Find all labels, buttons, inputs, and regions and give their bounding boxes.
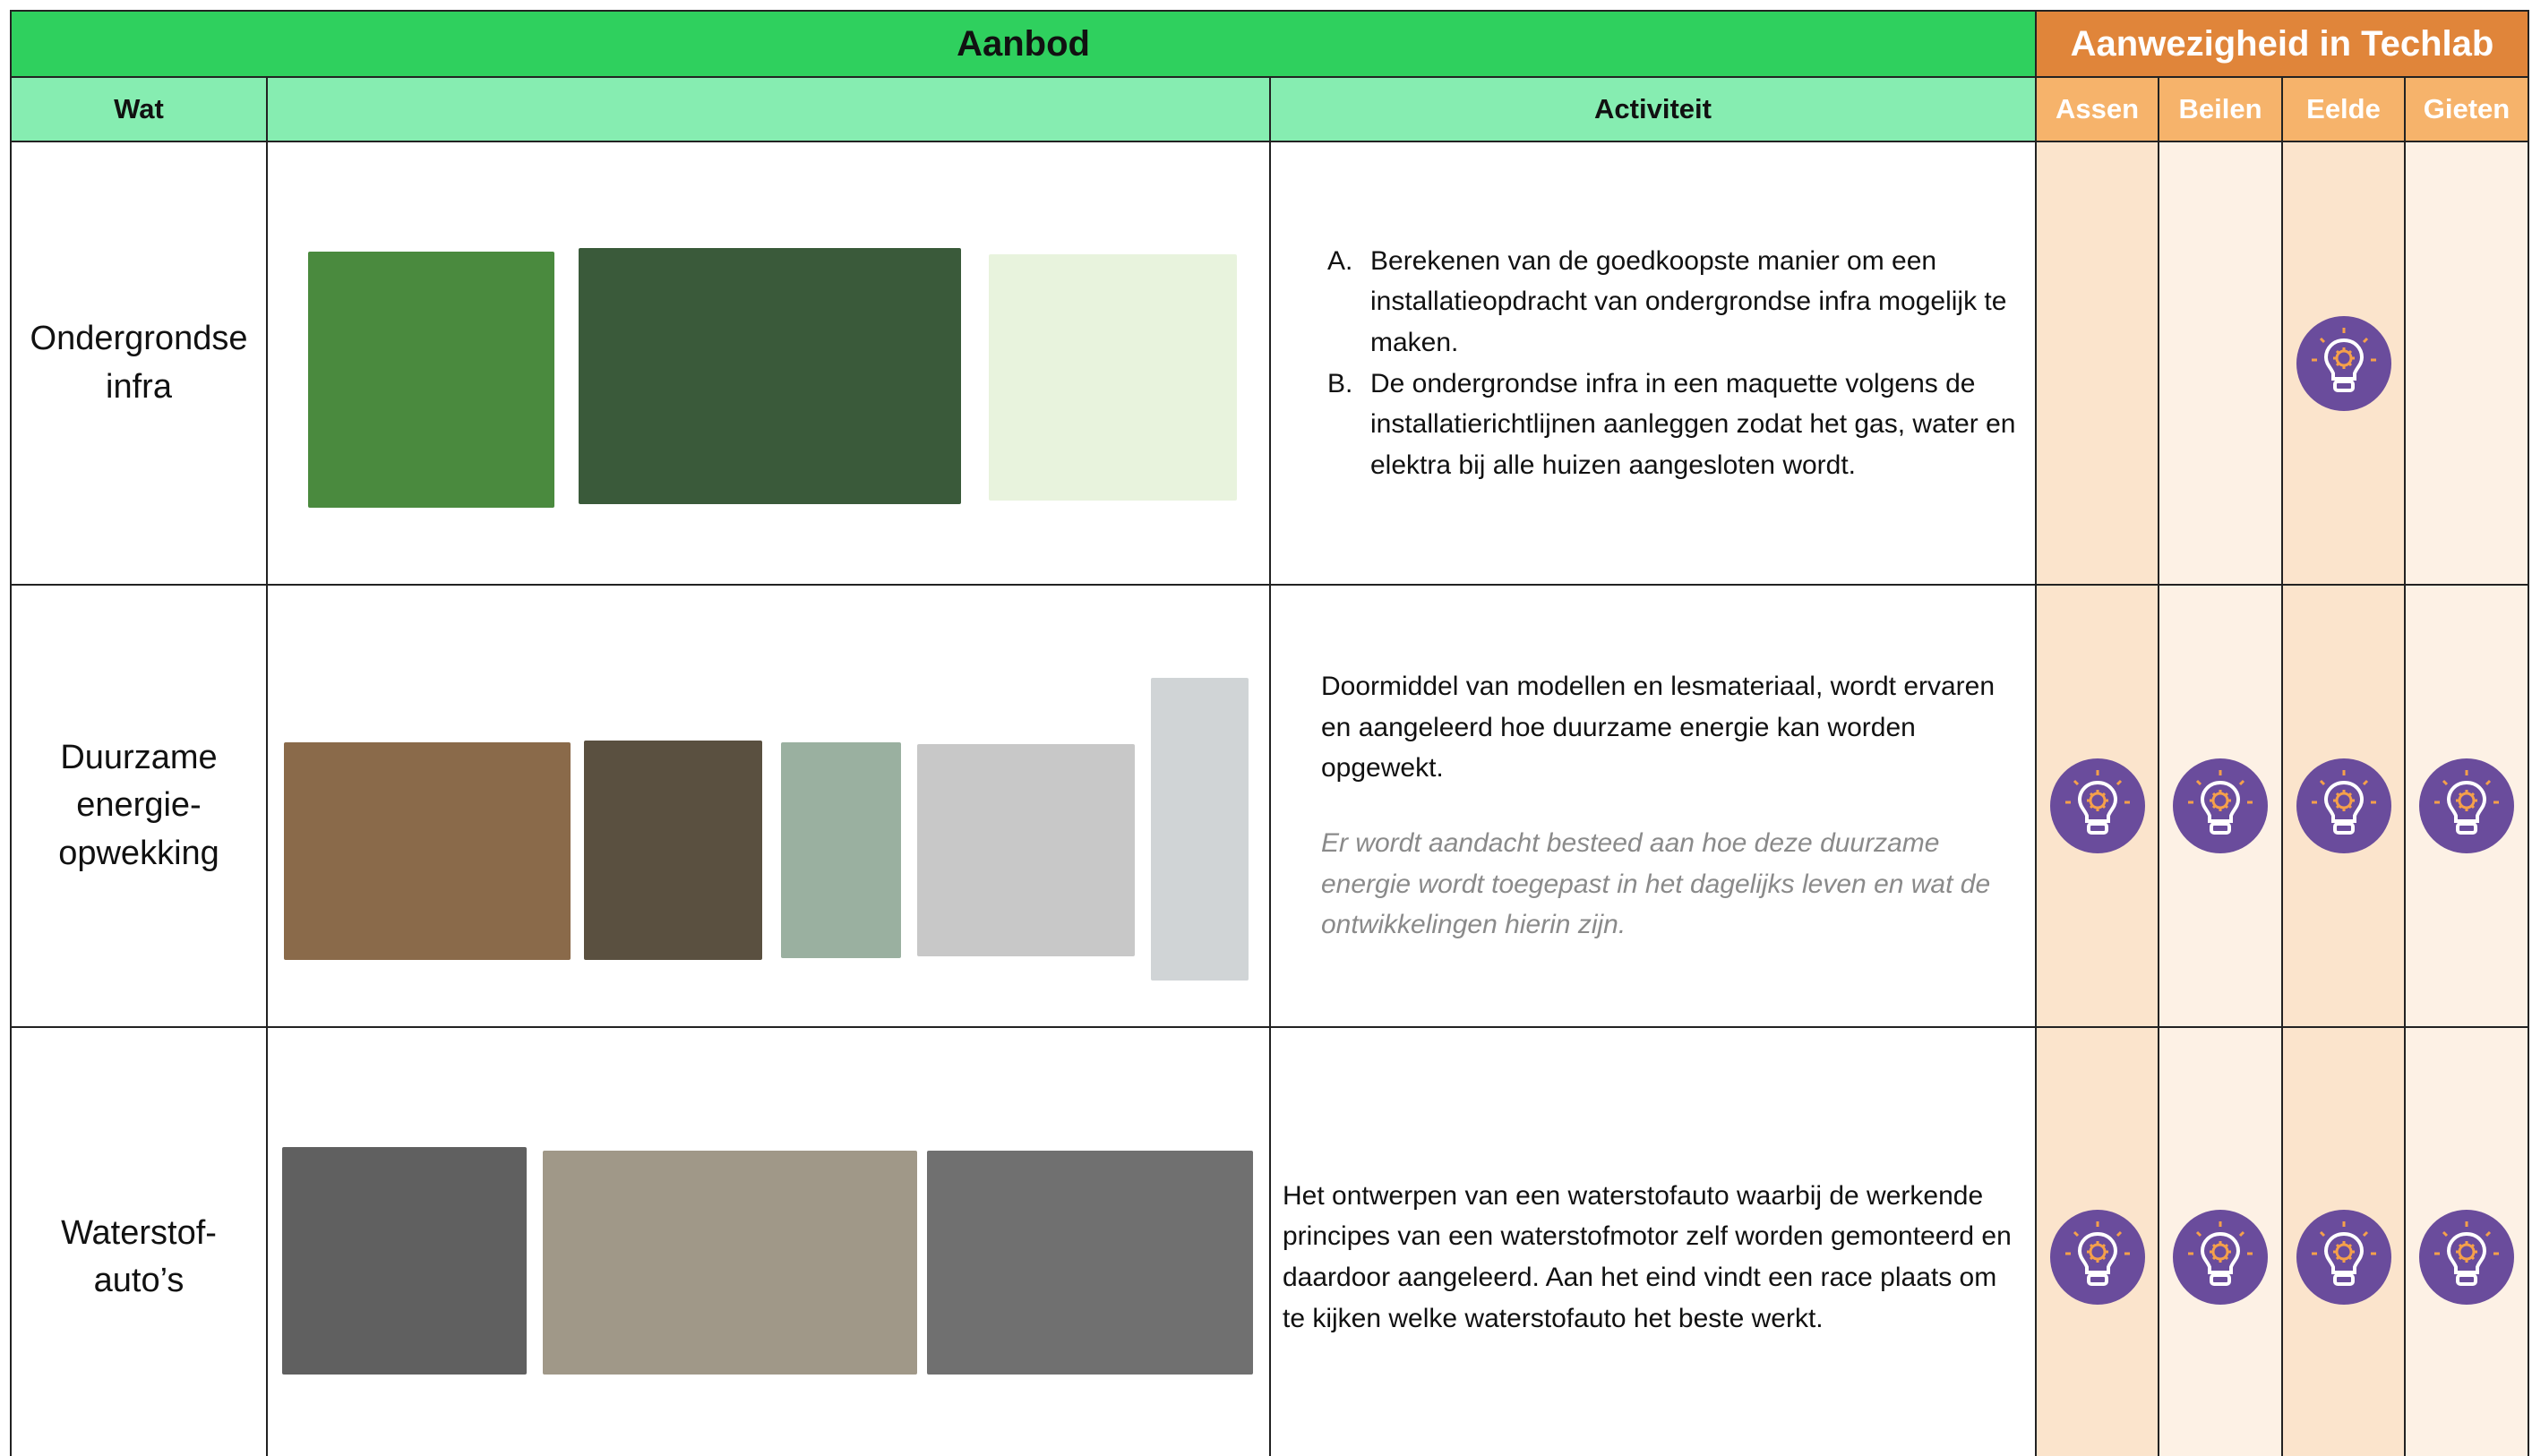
photo (307, 251, 554, 508)
lightbulb-icon (2296, 758, 2391, 853)
list-marker: A. (1327, 245, 1353, 276)
presence-cell (2035, 141, 2159, 586)
col-wat: Wat (10, 76, 268, 142)
photo (989, 254, 1238, 501)
activity-text: Het ontwerpen van een waterstofauto waar… (1271, 1176, 2019, 1339)
photo (283, 741, 571, 960)
row-name: Duurzame energie-opwekking (10, 584, 268, 1028)
presence-cell (2404, 1026, 2529, 1456)
presence-cell (2158, 584, 2283, 1028)
activity-text: A. Berekenen van de goedkoopste manier om… (1271, 241, 2019, 486)
list-item: B. De ondergrondse infra in een maquette … (1327, 364, 2019, 486)
photo (543, 1151, 918, 1375)
lightbulb-icon (2419, 1210, 2514, 1305)
col-activiteit: Activiteit (1269, 76, 2037, 142)
list-marker: B. (1327, 368, 1353, 398)
lightbulb-icon (2173, 758, 2268, 853)
lightbulb-icon (2049, 758, 2145, 853)
presence-cell (2281, 584, 2406, 1028)
lightbulb-icon (2419, 758, 2514, 853)
list-text: Berekenen van de goedkoopste manier om e… (1370, 245, 2007, 357)
photo (281, 1147, 528, 1375)
header-aanwezigheid: Aanwezigheid in Techlab (2035, 10, 2529, 78)
col-location: Beilen (2158, 76, 2283, 142)
row-name: Waterstof-auto’s (10, 1026, 268, 1456)
photo (917, 743, 1135, 956)
presence-cell (2035, 584, 2159, 1028)
list-item: A. Berekenen van de goedkoopste manier om… (1327, 241, 2019, 364)
col-images (266, 76, 1271, 142)
photo (583, 741, 762, 960)
paragraph: Het ontwerpen van een waterstofauto waar… (1283, 1180, 2012, 1333)
photo (579, 247, 962, 504)
photo (1151, 677, 1249, 981)
col-location: Assen (2035, 76, 2159, 142)
presence-cell (2404, 584, 2529, 1028)
photo (927, 1151, 1254, 1375)
photo (781, 741, 902, 958)
presence-cell (2404, 141, 2529, 586)
note: Er wordt aandacht besteed aan hoe deze d… (1321, 828, 1991, 940)
activity-text: Doormiddel van modellen en lesmateriaal,… (1271, 666, 2019, 946)
col-location: Eelde (2281, 76, 2406, 142)
paragraph: Doormiddel van modellen en lesmateriaal,… (1321, 672, 1996, 784)
presence-cell (2035, 1026, 2159, 1456)
activity-cell: Het ontwerpen van een waterstofauto waar… (1269, 1026, 2037, 1456)
header-aanbod: Aanbod (10, 10, 2037, 78)
activity-cell: A. Berekenen van de goedkoopste manier om… (1269, 141, 2037, 586)
lightbulb-icon (2173, 1210, 2268, 1305)
presence-cell (2281, 1026, 2406, 1456)
row-name: Ondergrondse infra (10, 141, 268, 586)
col-location: Gieten (2404, 76, 2529, 142)
presence-cell (2158, 141, 2283, 586)
activity-cell: Doormiddel van modellen en lesmateriaal,… (1269, 584, 2037, 1028)
lightbulb-icon (2296, 1210, 2391, 1305)
lightbulb-icon (2049, 1210, 2145, 1305)
list-text: De ondergrondse infra in een maquette vo… (1370, 368, 2016, 480)
presence-cell (2281, 141, 2406, 586)
presence-cell (2158, 1026, 2283, 1456)
lightbulb-icon (2296, 315, 2391, 411)
